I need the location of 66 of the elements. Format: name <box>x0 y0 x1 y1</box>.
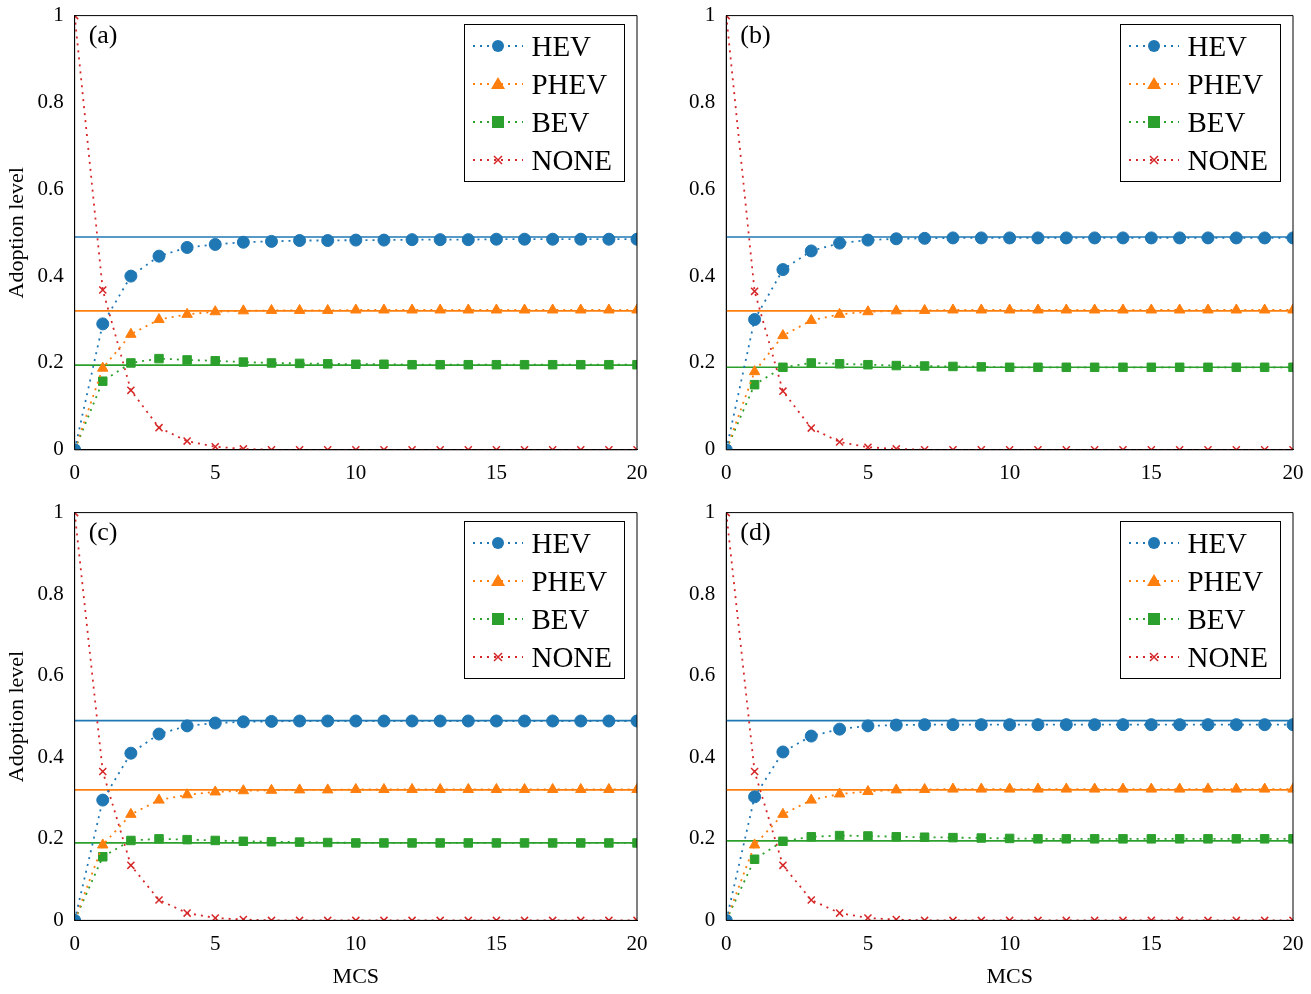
y-tick-label: 0 <box>704 436 716 461</box>
y-tick-label: 0.8 <box>37 88 64 113</box>
y-tick-label: 0.8 <box>689 580 716 605</box>
legend-label: NONE <box>531 142 612 178</box>
y-tick-label: 1 <box>704 2 716 27</box>
x-axis-title: MCS <box>332 962 380 988</box>
x-tick-label: 10 <box>999 930 1021 955</box>
annotation: (d) <box>740 517 771 547</box>
x-tick-label: 15 <box>1140 930 1162 955</box>
y-tick-label: 0.4 <box>37 743 65 768</box>
legend-label: PHEV <box>531 66 608 102</box>
x-tick-label: 10 <box>999 459 1021 484</box>
y-tick-label: 0.2 <box>37 349 64 374</box>
annotation: (a) <box>88 20 118 50</box>
x-tick-label: 10 <box>345 930 367 955</box>
annotation: (b) <box>740 20 771 50</box>
x-tick-label: 20 <box>626 459 648 484</box>
x-tick-label: 20 <box>1282 930 1304 955</box>
legend-label: PHEV <box>531 563 608 599</box>
legend-label: BEV <box>531 104 590 140</box>
y-tick-label: 1 <box>53 2 64 27</box>
y-tick-label: 0 <box>53 436 64 461</box>
y-tick-label: 0.6 <box>689 662 716 687</box>
x-tick-label: 10 <box>345 459 367 484</box>
legend-label: HEV <box>1187 525 1248 561</box>
y-tick-label: 0.4 <box>689 743 716 768</box>
y-axis-title: Adoption level <box>2 650 28 783</box>
y-tick-label: 0.4 <box>37 262 65 287</box>
y-tick-label: 0.8 <box>689 88 716 113</box>
y-tick-label: 1 <box>704 499 716 524</box>
legend-label: BEV <box>1187 104 1246 140</box>
legend-label: BEV <box>531 601 590 637</box>
y-tick-label: 0.8 <box>37 580 64 605</box>
x-tick-label: 20 <box>1282 459 1304 484</box>
x-tick-label: 5 <box>862 930 874 955</box>
y-tick-label: 0 <box>704 906 716 931</box>
y-tick-label: 0 <box>53 906 64 931</box>
y-tick-label: 0.2 <box>37 825 64 850</box>
legend-label: HEV <box>1187 28 1248 64</box>
x-tick-label: 5 <box>209 930 221 955</box>
annotation: (c) <box>88 517 118 547</box>
x-tick-label: 0 <box>721 459 732 484</box>
legend-label: NONE <box>1187 142 1268 178</box>
y-tick-label: 1 <box>53 499 64 524</box>
legend-label: NONE <box>1187 639 1268 675</box>
y-axis-title: Adoption level <box>2 167 28 299</box>
y-tick-label: 0.6 <box>37 175 64 200</box>
x-tick-label: 5 <box>209 459 221 484</box>
x-tick-label: 15 <box>485 459 507 484</box>
x-axis-title: MCS <box>986 962 1033 988</box>
legend-label: NONE <box>531 639 612 675</box>
x-tick-label: 15 <box>1140 459 1162 484</box>
y-tick-label: 0.2 <box>689 825 716 850</box>
legend-label: PHEV <box>1187 563 1264 599</box>
y-tick-label: 0.6 <box>37 662 64 687</box>
x-tick-label: 15 <box>485 930 507 955</box>
legend-label: BEV <box>1187 601 1246 637</box>
x-tick-label: 5 <box>862 459 874 484</box>
x-tick-label: 0 <box>721 930 732 955</box>
legend-label: PHEV <box>1187 66 1264 102</box>
y-tick-label: 0.4 <box>689 262 716 287</box>
y-tick-label: 0.2 <box>689 349 716 374</box>
y-tick-label: 0.6 <box>689 175 716 200</box>
legend-label: HEV <box>531 28 592 64</box>
x-tick-label: 20 <box>626 930 648 955</box>
legend-label: HEV <box>531 525 592 561</box>
